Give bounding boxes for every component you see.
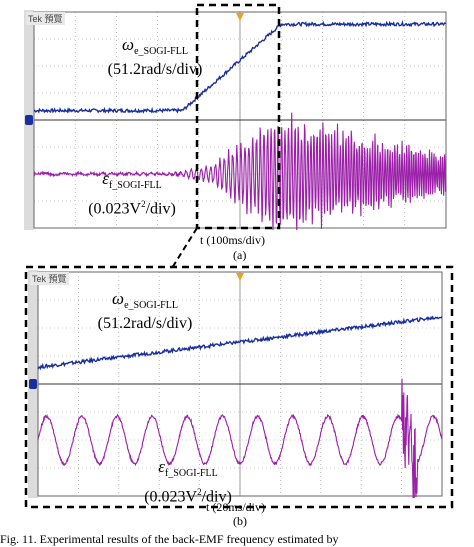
epsilon-label-b: εf_SOGI-FLL (0.023V2/div): [144, 457, 232, 506]
scope-b-status: 預覽: [48, 274, 67, 284]
scope-a-brand: Tek 預覽: [26, 12, 65, 25]
channel-marker-icon: [29, 379, 37, 389]
figure-caption: Fig. 11. Experimental results of the bac…: [0, 532, 339, 546]
scope-b-plot: [28, 270, 446, 498]
scope-a-brand-name: Tek: [28, 14, 43, 24]
scope-b-brand: Tek 預覽: [30, 272, 69, 285]
time-base-label-a: t (100ms/div): [200, 233, 265, 247]
scope-a-status: 預覽: [44, 14, 63, 24]
scope-b-brand-name: Tek: [32, 274, 47, 284]
trigger-marker-icon: [236, 273, 244, 281]
scope-panel-b: Tek 預覽: [28, 270, 446, 498]
plot-frame: [37, 271, 443, 497]
panel-label-a: (a): [233, 248, 247, 262]
omega-trace: [37, 315, 443, 371]
time-base-label-b: t (20ms/div): [206, 500, 265, 514]
zoom-connector: [171, 227, 198, 269]
panel-label-b: (b): [233, 514, 247, 528]
epsilon-label-a: εf_SOGI-FLL (0.023V2/div): [88, 169, 176, 218]
omega-label-b: ωe_SOGI-FLL (51.2rad/s/div): [97, 289, 193, 333]
epsilon-trace: [37, 378, 443, 498]
channel-marker-icon: [25, 115, 33, 125]
omega-label-a: ωe_SOGI-FLL (51.2rad/s/div): [107, 35, 203, 79]
